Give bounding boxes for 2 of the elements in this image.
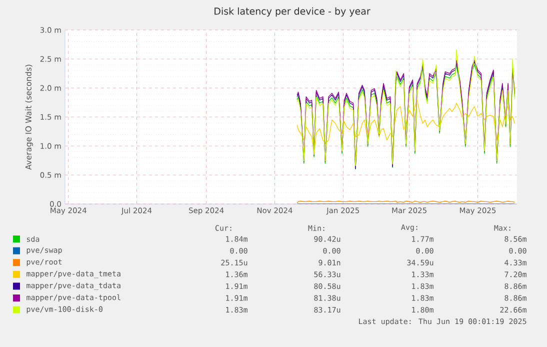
- y-axis-title: Average IO Wait (seconds): [25, 64, 33, 170]
- chart-title: Disk latency per device - by year: [214, 7, 370, 17]
